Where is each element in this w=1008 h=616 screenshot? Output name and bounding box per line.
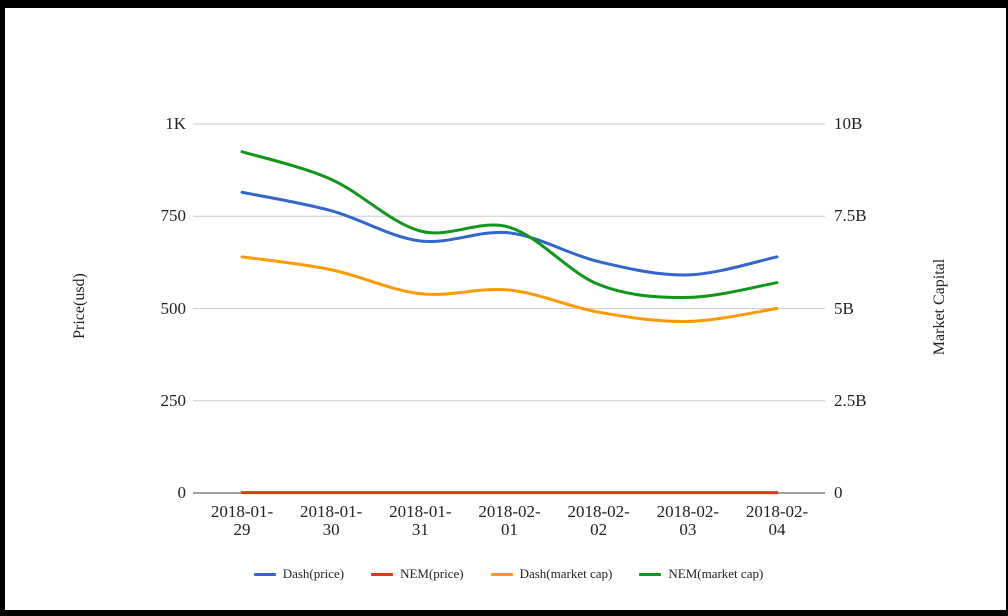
left-tick-label: 0 <box>177 483 187 502</box>
right-tick-label: 7.5B <box>834 206 867 226</box>
legend-item-dash-market-cap[interactable]: Dash(market cap) <box>490 566 613 582</box>
legend-label: NEM(price) <box>400 566 464 581</box>
left-tick-label: 750 <box>160 206 187 226</box>
legend-line-swatch <box>253 572 276 576</box>
x-axis-label: 2018-01- 30 <box>299 502 363 539</box>
x-axis-label: 2018-02- 03 <box>656 502 719 539</box>
left-tick-label: 250 <box>160 390 187 410</box>
legend-line-swatch <box>490 572 513 576</box>
x-axis-label: 2018-02- 02 <box>567 502 630 539</box>
x-axis-label: 2018-02- 04 <box>745 502 809 539</box>
right-tick-label: 0 <box>834 483 843 502</box>
legend-item-nem-market-cap[interactable]: NEM(market cap) <box>639 566 763 582</box>
left-tick-label: 500 <box>160 298 187 318</box>
series-line-dash-price <box>240 190 779 277</box>
legend-line-swatch <box>639 572 662 576</box>
legend-label: NEM(market cap) <box>668 566 764 581</box>
right-tick-label: 10B <box>834 114 863 133</box>
left-tick-label: 1K <box>165 114 186 133</box>
x-axis-label: 2018-01- 31 <box>389 502 452 539</box>
x-axis-label: 2018-02- 01 <box>478 502 541 539</box>
legend-line-swatch <box>371 572 394 576</box>
legend-label: Dash(market cap) <box>519 566 613 581</box>
right-tick-label: 2.5B <box>834 390 867 410</box>
series-line-nem-market-cap <box>240 150 779 299</box>
legend-item-dash-price[interactable]: Dash(price) <box>253 566 345 582</box>
right-tick-label: 5B <box>834 298 854 318</box>
legend-item-nem-price[interactable]: NEM(price) <box>371 566 464 582</box>
series-line-dash-market-cap <box>240 255 779 323</box>
x-axis-label: 2018-01- 29 <box>210 502 274 539</box>
legend-label: Dash(price) <box>282 566 345 581</box>
right-axis-title: Market Capital <box>931 258 948 356</box>
legend: Dash(price) NEM(price) Dash(market cap) NEM… <box>195 564 822 584</box>
